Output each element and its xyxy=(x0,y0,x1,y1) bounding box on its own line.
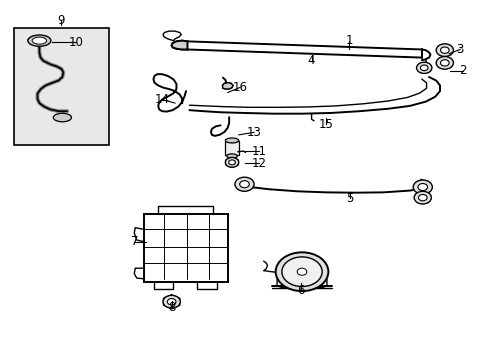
Circle shape xyxy=(228,160,235,165)
Circle shape xyxy=(281,257,322,287)
Bar xyxy=(143,213,227,282)
Circle shape xyxy=(225,157,238,167)
Circle shape xyxy=(167,298,176,305)
Circle shape xyxy=(163,295,180,308)
Circle shape xyxy=(440,47,448,53)
Ellipse shape xyxy=(53,113,71,122)
Text: 16: 16 xyxy=(232,81,247,94)
Ellipse shape xyxy=(28,35,51,46)
Text: 2: 2 xyxy=(458,64,466,77)
Circle shape xyxy=(418,194,426,201)
Circle shape xyxy=(413,191,430,204)
Bar xyxy=(14,28,109,145)
Text: 10: 10 xyxy=(68,36,83,49)
Ellipse shape xyxy=(226,154,237,158)
Ellipse shape xyxy=(225,138,238,143)
Text: 12: 12 xyxy=(251,157,266,170)
Polygon shape xyxy=(171,41,187,49)
Text: 3: 3 xyxy=(455,43,463,56)
Bar xyxy=(225,141,238,155)
Text: 13: 13 xyxy=(246,126,261,139)
Circle shape xyxy=(417,184,427,190)
Text: 6: 6 xyxy=(297,284,304,297)
Text: 15: 15 xyxy=(318,118,333,131)
Circle shape xyxy=(412,180,431,194)
Polygon shape xyxy=(222,83,232,89)
Text: 1: 1 xyxy=(345,34,352,47)
Text: 9: 9 xyxy=(58,14,65,27)
Circle shape xyxy=(435,44,452,57)
Ellipse shape xyxy=(32,37,46,44)
Text: 14: 14 xyxy=(154,93,169,106)
Text: 5: 5 xyxy=(346,192,353,205)
Text: 7: 7 xyxy=(130,235,138,248)
Text: 4: 4 xyxy=(307,54,315,67)
Circle shape xyxy=(440,60,448,66)
Circle shape xyxy=(239,181,249,188)
Circle shape xyxy=(435,57,452,69)
Circle shape xyxy=(297,268,306,275)
Circle shape xyxy=(234,177,254,191)
Circle shape xyxy=(420,65,427,71)
Circle shape xyxy=(275,252,328,291)
Text: 11: 11 xyxy=(251,145,266,158)
Circle shape xyxy=(416,62,431,73)
Text: 8: 8 xyxy=(167,301,175,314)
